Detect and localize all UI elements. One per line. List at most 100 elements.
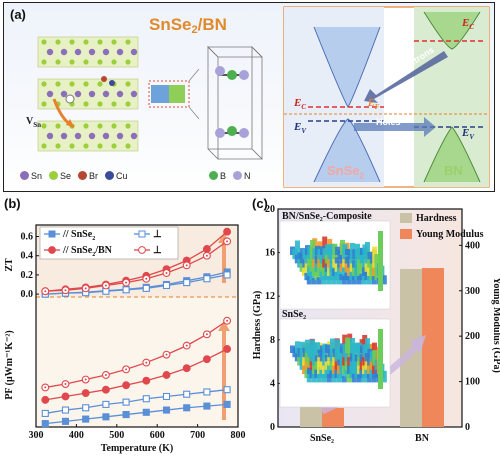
br-atom	[101, 76, 107, 82]
surface-cell	[292, 347, 298, 358]
crystal-atom	[97, 143, 103, 149]
surface-cell	[295, 341, 300, 353]
surface-cell	[365, 241, 370, 255]
surface-cell	[342, 244, 348, 260]
surface-cell	[372, 350, 378, 366]
legend-item-n: N	[233, 171, 251, 181]
crystal-atom	[41, 143, 47, 149]
legend-label: Se	[60, 171, 72, 181]
pf-point	[102, 413, 110, 421]
surface-cell	[292, 248, 298, 260]
legend-label: Cu	[116, 171, 128, 181]
ec-right-label: EC	[462, 17, 475, 32]
surface-cell	[297, 349, 303, 366]
crystal-atom	[69, 143, 75, 149]
crystal-atom	[88, 132, 96, 140]
crystal-atom	[111, 59, 117, 65]
surface-cell	[361, 372, 367, 383]
zt-point-core	[84, 287, 87, 290]
legend-swatch	[400, 229, 412, 239]
title-sub: 2	[191, 24, 198, 36]
surface-cell	[306, 368, 312, 383]
surface-cell	[357, 342, 363, 358]
surface-cell	[325, 344, 330, 353]
legend-dot	[105, 171, 115, 180]
surface-cell	[381, 275, 387, 285]
surface-cell	[327, 362, 332, 374]
legend-marker	[138, 230, 146, 238]
zt-point-core	[104, 284, 107, 287]
crystal-atom	[41, 39, 47, 45]
surface-cell	[374, 253, 380, 272]
crystal-atom	[69, 59, 75, 65]
surface-cell	[371, 276, 377, 285]
crystal-atom	[97, 101, 103, 107]
legend-text: // SnSe2/BN	[62, 245, 113, 258]
panel-a-label: (a)	[10, 7, 26, 22]
surface-cell	[326, 272, 332, 285]
surface-cell	[321, 372, 327, 383]
legend-label: Sn	[31, 171, 43, 181]
surface-cell	[326, 372, 332, 383]
hardness-axis-label: Hardness (GPa)	[252, 291, 263, 360]
surface-cell	[366, 373, 372, 383]
y-right-tick-label: 400	[465, 240, 480, 251]
crystal-atom	[125, 143, 131, 149]
surface-cell	[321, 269, 327, 285]
surface-cell	[312, 342, 318, 358]
crystal-atom	[69, 81, 75, 87]
y-left-tick-label: 4	[270, 378, 275, 389]
zt-point	[203, 275, 211, 283]
ef-label: EF	[368, 98, 380, 111]
pf-point-core	[185, 344, 188, 347]
y-left-tick-label: 0	[270, 422, 275, 433]
element-legend: Sn Se Br Cu	[20, 171, 128, 181]
surface-cell	[331, 371, 337, 383]
surface-cell	[310, 239, 315, 255]
x-tick-label: 600	[150, 430, 165, 441]
zt-tick-label: 0.6	[21, 232, 34, 243]
legend-dot	[49, 171, 59, 180]
legend-swatch	[400, 213, 412, 223]
pf-point	[182, 364, 191, 373]
surface-cell	[309, 266, 315, 281]
plot-frame	[35, 224, 239, 428]
surface-cell	[347, 341, 353, 358]
zt-series-line	[45, 231, 228, 292]
crystal-atom	[125, 59, 131, 65]
surface-cell	[330, 338, 335, 353]
panel-c-label: (c)	[252, 196, 268, 211]
crystal-atom	[102, 132, 110, 140]
surface-cell	[341, 275, 347, 285]
zt-point	[223, 271, 231, 279]
composite-block-illustration	[148, 68, 200, 120]
pf-point	[81, 389, 90, 398]
snse2-inset-title: SnSe₂	[282, 309, 306, 320]
zt-point-core	[64, 289, 67, 292]
crystal-atom	[74, 48, 82, 56]
crystal-atom	[125, 39, 131, 45]
vsn-label: VSn	[26, 116, 42, 129]
surface-cell	[346, 366, 352, 383]
panel-b-label: (b)	[4, 196, 21, 211]
crystal-atom	[130, 132, 138, 140]
composite-inset-colorbar	[378, 231, 383, 291]
composite-inset-title: BN/SnSe₂-Composite	[282, 211, 372, 222]
legend-label: Br	[89, 171, 99, 181]
modulus-axis-label: Young Modulus (GPa)	[491, 277, 500, 373]
surface-cell	[299, 253, 305, 264]
chart-legend-box	[39, 226, 179, 260]
legend-marker	[48, 230, 56, 238]
pf-point	[122, 381, 131, 390]
pf-point-core	[125, 368, 128, 371]
y-left-tick-label: 8	[270, 335, 275, 346]
surface-cell	[311, 367, 317, 383]
surface-cell	[334, 348, 340, 362]
pf-point	[223, 400, 231, 408]
crystal-atom	[83, 101, 89, 107]
band-bn-label: BN	[444, 163, 463, 178]
surface-cell	[371, 374, 377, 383]
surface-cell	[349, 367, 355, 379]
surface-cell	[351, 275, 357, 285]
